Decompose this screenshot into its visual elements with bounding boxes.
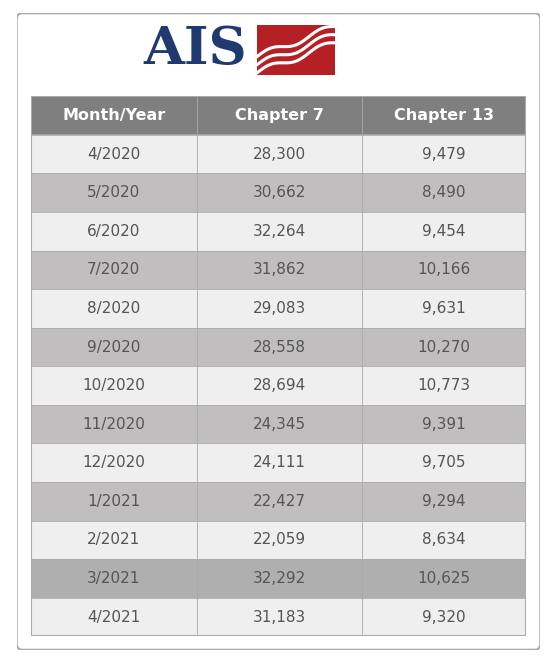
Bar bbox=[197, 96, 362, 135]
Bar bbox=[31, 405, 197, 444]
Text: 9,479: 9,479 bbox=[422, 147, 466, 162]
Text: 30,662: 30,662 bbox=[252, 185, 306, 200]
Bar bbox=[31, 212, 197, 251]
Bar bbox=[362, 135, 526, 173]
Text: Chapter 7: Chapter 7 bbox=[235, 108, 324, 123]
Text: 9,705: 9,705 bbox=[422, 455, 466, 470]
Bar bbox=[362, 520, 526, 560]
Text: 9,454: 9,454 bbox=[422, 223, 466, 239]
Text: Chapter 13: Chapter 13 bbox=[394, 108, 494, 123]
Bar bbox=[31, 289, 197, 328]
Text: 31,862: 31,862 bbox=[253, 263, 306, 277]
Bar bbox=[31, 520, 197, 560]
Bar bbox=[257, 25, 335, 75]
Text: Month/Year: Month/Year bbox=[62, 108, 165, 123]
Bar bbox=[197, 328, 362, 366]
Bar bbox=[362, 328, 526, 366]
Text: 9,391: 9,391 bbox=[422, 417, 466, 432]
Text: 8/2020: 8/2020 bbox=[87, 301, 140, 316]
Text: 4/2021: 4/2021 bbox=[87, 610, 140, 625]
Bar bbox=[197, 405, 362, 444]
Bar bbox=[362, 405, 526, 444]
Text: 29,083: 29,083 bbox=[253, 301, 306, 316]
Bar bbox=[31, 135, 197, 173]
Text: 28,558: 28,558 bbox=[253, 339, 306, 355]
Bar bbox=[31, 173, 197, 212]
Bar bbox=[197, 135, 362, 173]
Text: 24,345: 24,345 bbox=[253, 417, 306, 432]
Bar bbox=[31, 251, 197, 289]
Bar bbox=[197, 444, 362, 482]
Bar bbox=[31, 482, 197, 520]
Text: AIS: AIS bbox=[144, 25, 247, 75]
Text: 32,264: 32,264 bbox=[253, 223, 306, 239]
Text: 10,625: 10,625 bbox=[418, 571, 471, 586]
Text: 22,059: 22,059 bbox=[253, 532, 306, 548]
Text: 3/2021: 3/2021 bbox=[87, 571, 140, 586]
Bar bbox=[362, 289, 526, 328]
Text: 32,292: 32,292 bbox=[253, 571, 306, 586]
Bar bbox=[362, 173, 526, 212]
Text: 10,773: 10,773 bbox=[418, 378, 471, 393]
Bar bbox=[362, 96, 526, 135]
Text: 10,270: 10,270 bbox=[418, 339, 471, 355]
Text: 8,634: 8,634 bbox=[422, 532, 466, 548]
Text: 28,300: 28,300 bbox=[253, 147, 306, 162]
Bar bbox=[31, 366, 197, 405]
Bar bbox=[197, 251, 362, 289]
Bar bbox=[197, 366, 362, 405]
Bar bbox=[31, 560, 197, 598]
Bar bbox=[362, 251, 526, 289]
Text: 2/2021: 2/2021 bbox=[87, 532, 140, 548]
Text: 31,183: 31,183 bbox=[253, 610, 306, 625]
Text: 4/2020: 4/2020 bbox=[87, 147, 140, 162]
Text: 11/2020: 11/2020 bbox=[82, 417, 145, 432]
Bar bbox=[197, 289, 362, 328]
Bar bbox=[362, 444, 526, 482]
FancyBboxPatch shape bbox=[17, 13, 540, 650]
Text: 12/2020: 12/2020 bbox=[82, 455, 145, 470]
Text: 10/2020: 10/2020 bbox=[82, 378, 145, 393]
Bar bbox=[197, 560, 362, 598]
Bar bbox=[197, 520, 362, 560]
Text: 28,694: 28,694 bbox=[253, 378, 306, 393]
Text: 9,631: 9,631 bbox=[422, 301, 466, 316]
Text: 6/2020: 6/2020 bbox=[87, 223, 140, 239]
Text: 9,294: 9,294 bbox=[422, 494, 466, 509]
Text: 9,320: 9,320 bbox=[422, 610, 466, 625]
Bar bbox=[197, 482, 362, 520]
Bar bbox=[362, 598, 526, 636]
Bar bbox=[362, 560, 526, 598]
Bar bbox=[197, 212, 362, 251]
Text: 8,490: 8,490 bbox=[422, 185, 466, 200]
Text: 22,427: 22,427 bbox=[253, 494, 306, 509]
Bar bbox=[31, 328, 197, 366]
Bar bbox=[362, 366, 526, 405]
Text: 10,166: 10,166 bbox=[417, 263, 471, 277]
Bar bbox=[197, 173, 362, 212]
Bar bbox=[197, 598, 362, 636]
Bar bbox=[31, 444, 197, 482]
Text: 5/2020: 5/2020 bbox=[87, 185, 140, 200]
Text: 1/2021: 1/2021 bbox=[87, 494, 140, 509]
Text: 24,111: 24,111 bbox=[253, 455, 306, 470]
Bar bbox=[362, 212, 526, 251]
Bar bbox=[31, 598, 197, 636]
Bar bbox=[31, 96, 197, 135]
Text: 7/2020: 7/2020 bbox=[87, 263, 140, 277]
Text: 9/2020: 9/2020 bbox=[87, 339, 140, 355]
Bar bbox=[362, 482, 526, 520]
